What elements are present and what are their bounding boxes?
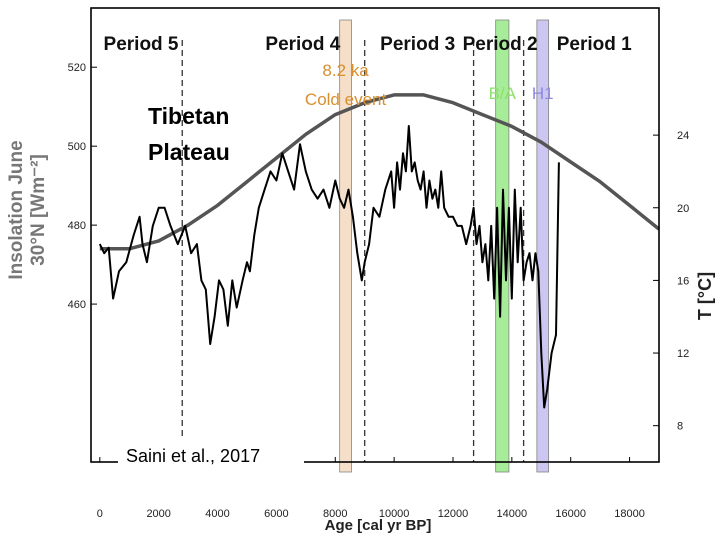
x-ticks: 0 2000 4000 6000 8000 10000 12000 14000 16000 180… [97, 457, 645, 520]
band-label-2: H1 [532, 84, 554, 103]
y-right-tick-label-0: 8 [677, 421, 683, 433]
source-label-background [118, 438, 304, 470]
y-left-tick-label-2: 500 [68, 141, 86, 153]
y-right-title: T [°C] [695, 272, 715, 320]
temperature-curve [98, 125, 560, 409]
y-left-tick-label-3: 520 [68, 62, 86, 74]
y-left-ticks: 460 480 500 520 [68, 62, 97, 311]
x-tick-label-5: 10000 [379, 508, 410, 520]
y-left-title-line2: 30°N [Wm⁻²] [28, 154, 49, 266]
band-label-1: B/A [489, 84, 517, 103]
period-labels: Period 5 Period 4 Period 3 Period 2 Period 1 [104, 34, 633, 55]
insolation-curve [99, 93, 661, 251]
y-left-title-line1: Insolation June [6, 140, 27, 279]
x-tick-label-9: 18000 [614, 508, 645, 520]
x-tick-label-0: 0 [97, 508, 103, 520]
tibetan-plateau-label-line2: Plateau [148, 139, 230, 165]
x-tick-label-2: 4000 [205, 508, 229, 520]
period-label-0: Period 5 [104, 34, 179, 55]
period-label-2: Period 3 [380, 34, 455, 55]
x-tick-label-6: 12000 [438, 508, 469, 520]
y-right-tick-label-2: 16 [677, 275, 689, 287]
y-right-ticks: 8 12 16 20 24 [653, 130, 689, 433]
x-tick-label-4: 8000 [323, 508, 347, 520]
x-axis-title: Age [cal yr BP] [325, 517, 432, 534]
y-left-tick-label-0: 460 [68, 299, 86, 311]
period-label-1: Period 4 [265, 34, 340, 55]
y-right-tick-label-4: 24 [677, 130, 689, 142]
x-tick-label-3: 6000 [264, 508, 288, 520]
plot-frame [90, 7, 660, 463]
period-label-3: Period 2 [463, 34, 538, 55]
y-left-tick-label-1: 480 [68, 220, 86, 232]
x-tick-label-8: 16000 [555, 508, 586, 520]
event-band-0 [339, 19, 352, 473]
tibetan-plateau-label-line1: Tibetan [148, 103, 229, 129]
period-label-4: Period 1 [557, 34, 632, 55]
source-label: Saini et al., 2017 [126, 446, 260, 466]
y-right-tick-label-3: 20 [677, 203, 689, 215]
x-tick-label-1: 2000 [146, 508, 170, 520]
series-lines [98, 93, 661, 409]
band-labels: 8.2 ka Cold event B/A H1 [305, 61, 554, 109]
band-label-0: 8.2 ka [322, 61, 369, 80]
x-tick-label-7: 14000 [497, 508, 528, 520]
y-right-tick-label-1: 12 [677, 348, 689, 360]
band-label-0-line2: Cold event [305, 90, 387, 109]
event-band-2 [536, 19, 550, 473]
